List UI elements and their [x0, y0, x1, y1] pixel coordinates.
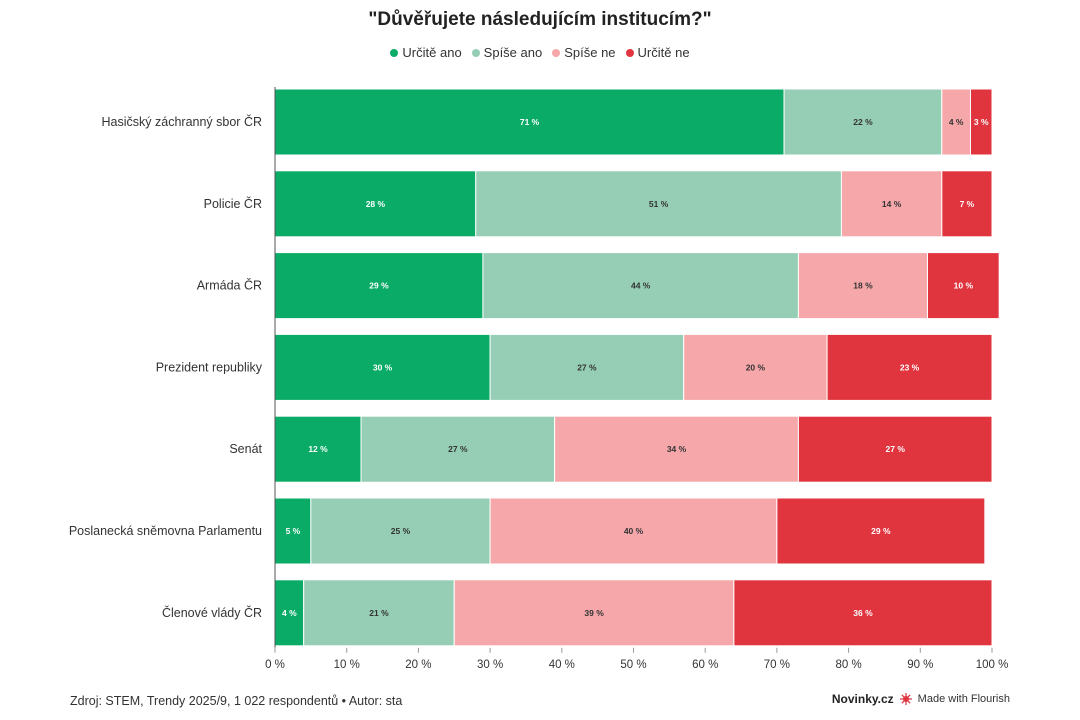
x-tick-label: 40 % [549, 659, 575, 671]
data-label: 4 % [282, 608, 297, 618]
bar-segment [482, 252, 799, 320]
legend-item[interactable]: Určitě ano [390, 45, 462, 60]
data-label: 27 % [448, 444, 468, 454]
category-label: Armáda ČR [197, 278, 262, 293]
data-label: 23 % [900, 362, 920, 372]
data-label: 14 % [882, 199, 902, 209]
data-label: 27 % [886, 444, 906, 454]
legend-label: Spíše ano [483, 45, 543, 60]
data-label: 20 % [746, 362, 766, 372]
bar-segment [453, 579, 735, 647]
data-label: 3 % [974, 117, 989, 127]
bar-segment [360, 415, 556, 483]
source-note: Zdroj: STEM, Trendy 2025/9, 1 022 respon… [70, 694, 403, 708]
bar-segment [926, 252, 1000, 320]
legend-label: Spíše ne [564, 45, 616, 60]
bar-segment [303, 579, 455, 647]
bar-segment [274, 579, 305, 647]
x-tick-label: 0 % [265, 659, 285, 671]
legend-dot-icon [625, 48, 634, 57]
bar-segment [274, 252, 484, 320]
legend-dot-icon [390, 48, 399, 57]
x-tick-label: 100 % [976, 659, 1009, 671]
bar-segment [797, 415, 993, 483]
data-label: 44 % [631, 281, 651, 291]
data-label: 10 % [954, 281, 974, 291]
data-label: 5 % [286, 526, 301, 536]
made-with-flourish-link[interactable]: Made with Flourish [917, 693, 1010, 705]
x-tick-label: 60 % [692, 659, 718, 671]
x-tick-label: 20 % [405, 659, 431, 671]
bar-segment [475, 170, 842, 238]
x-tick-label: 50 % [620, 659, 646, 671]
chart-title: "Důvěřujete následujícím institucím?" [368, 9, 712, 30]
data-label: 29 % [871, 526, 891, 536]
category-label: Senát [229, 442, 262, 456]
data-label: 7 % [960, 199, 975, 209]
bar-segment [310, 497, 491, 565]
brand-logo[interactable]: Novinky.cz [831, 692, 894, 706]
legend-label: Určitě ne [637, 45, 690, 60]
bar-segment [797, 252, 928, 320]
legend-label: Určitě ano [402, 45, 462, 60]
bar-segment [274, 88, 785, 156]
data-label: 30 % [373, 362, 393, 372]
data-label: 25 % [391, 526, 411, 536]
data-label: 18 % [853, 281, 873, 291]
data-label: 28 % [366, 199, 386, 209]
stacked-bar-chart: Hasičský záchranný sbor ČR 71 % 22 % 4 % 3 %… [69, 87, 1009, 671]
bar-segment [733, 579, 993, 647]
x-tick-label: 90 % [907, 659, 933, 671]
category-label: Členové vlády ČR [162, 605, 262, 620]
data-label: 21 % [369, 608, 389, 618]
legend-item[interactable]: Spíše ne [552, 45, 616, 60]
category-label: Poslanecká sněmovna Parlamentu [69, 524, 262, 538]
data-label: 34 % [667, 444, 687, 454]
category-label: Prezident republiky [156, 360, 263, 374]
bar-segment [554, 415, 799, 483]
bar-segment [941, 170, 993, 238]
bar-segment [969, 88, 993, 156]
bar-segment [274, 415, 362, 483]
legend-item[interactable]: Určitě ne [625, 45, 690, 60]
legend-dot-icon [552, 48, 561, 57]
bar-segment [489, 497, 778, 565]
x-tick-label: 70 % [764, 659, 790, 671]
data-label: 71 % [520, 117, 540, 127]
bar-segment [776, 497, 986, 565]
bar-segment [826, 333, 993, 401]
data-label: 36 % [853, 608, 873, 618]
x-tick-label: 10 % [334, 659, 360, 671]
data-label: 40 % [624, 526, 644, 536]
data-label: 12 % [308, 444, 328, 454]
legend-item[interactable]: Spíše ano [471, 45, 543, 60]
data-label: 22 % [853, 117, 873, 127]
footer-credits: Novinky.cz Made with Flourish [832, 692, 1010, 706]
data-label: 51 % [649, 199, 669, 209]
data-label: 39 % [584, 608, 604, 618]
data-label: 27 % [577, 362, 597, 372]
bar-segment [274, 333, 491, 401]
flourish-icon [899, 693, 912, 705]
category-label: Hasičský záchranný sbor ČR [102, 114, 262, 129]
legend: Určitě ano Spíše ano Spíše ne Určitě ne [0, 45, 1080, 60]
x-tick-label: 30 % [477, 659, 503, 671]
category-label: Policie ČR [204, 196, 262, 211]
data-label: 29 % [369, 281, 389, 291]
x-tick-label: 80 % [835, 659, 861, 671]
legend-dot-icon [471, 48, 480, 57]
bar-segment [683, 333, 828, 401]
data-label: 4 % [949, 117, 964, 127]
